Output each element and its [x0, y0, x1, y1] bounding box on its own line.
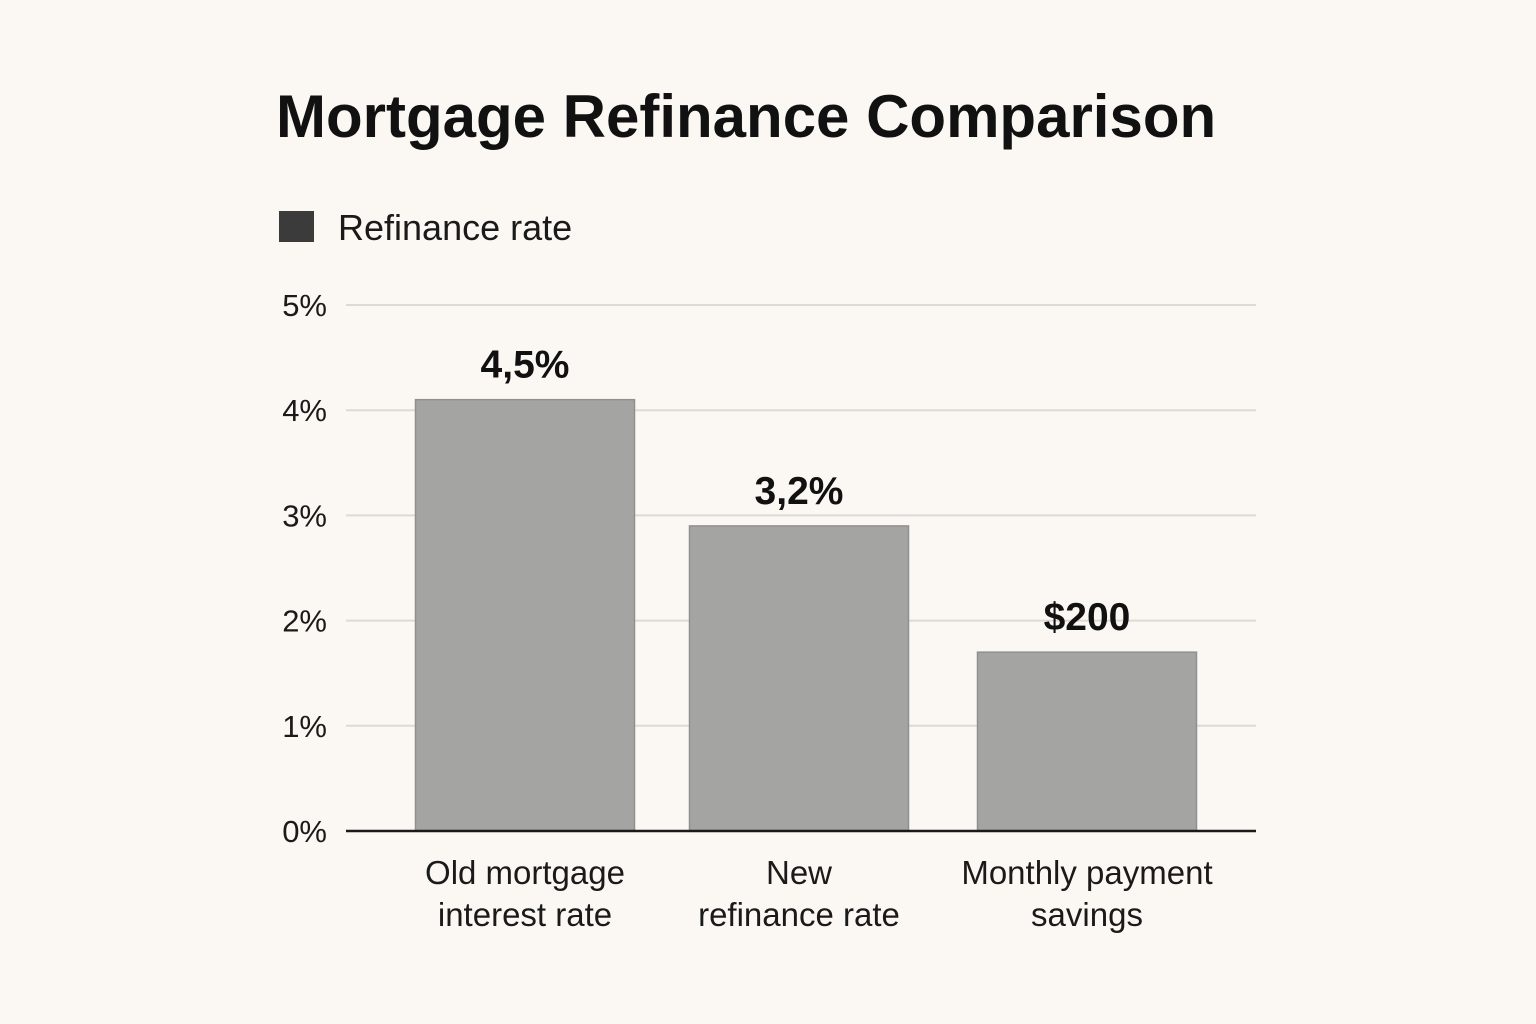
y-tick-label: 4% — [282, 393, 327, 428]
y-tick-label: 0% — [282, 814, 327, 849]
x-axis-categories: Old mortgage interest rate New refinance ra… — [425, 854, 1213, 933]
bar — [976, 651, 1198, 832]
y-tick-label: 3% — [282, 498, 327, 533]
category-label: refinance rate — [698, 896, 900, 933]
y-tick-label: 1% — [282, 709, 327, 744]
data-labels: 4,5% 3,2% $200 — [481, 344, 1131, 639]
y-tick-label: 5% — [282, 288, 327, 323]
category-label: interest rate — [438, 896, 612, 933]
bar — [688, 525, 910, 832]
bar-data-label: 4,5% — [481, 344, 570, 387]
legend: Refinance rate — [279, 207, 572, 248]
bar-data-label: 3,2% — [755, 470, 844, 513]
category-label: New — [766, 854, 832, 891]
y-axis-ticks: 0% 1% 2% 3% 4% 5% — [282, 288, 327, 849]
bar — [414, 398, 636, 832]
y-tick-label: 2% — [282, 604, 327, 639]
category-label: savings — [1031, 896, 1143, 933]
legend-swatch — [279, 211, 314, 242]
legend-label: Refinance rate — [338, 207, 572, 248]
bar-data-label: $200 — [1044, 596, 1131, 639]
category-label: Old mortgage — [425, 854, 625, 891]
chart-title: Mortgage Refinance Comparison — [276, 83, 1216, 150]
bars — [414, 398, 1198, 832]
category-label: Monthly payment — [961, 854, 1212, 891]
